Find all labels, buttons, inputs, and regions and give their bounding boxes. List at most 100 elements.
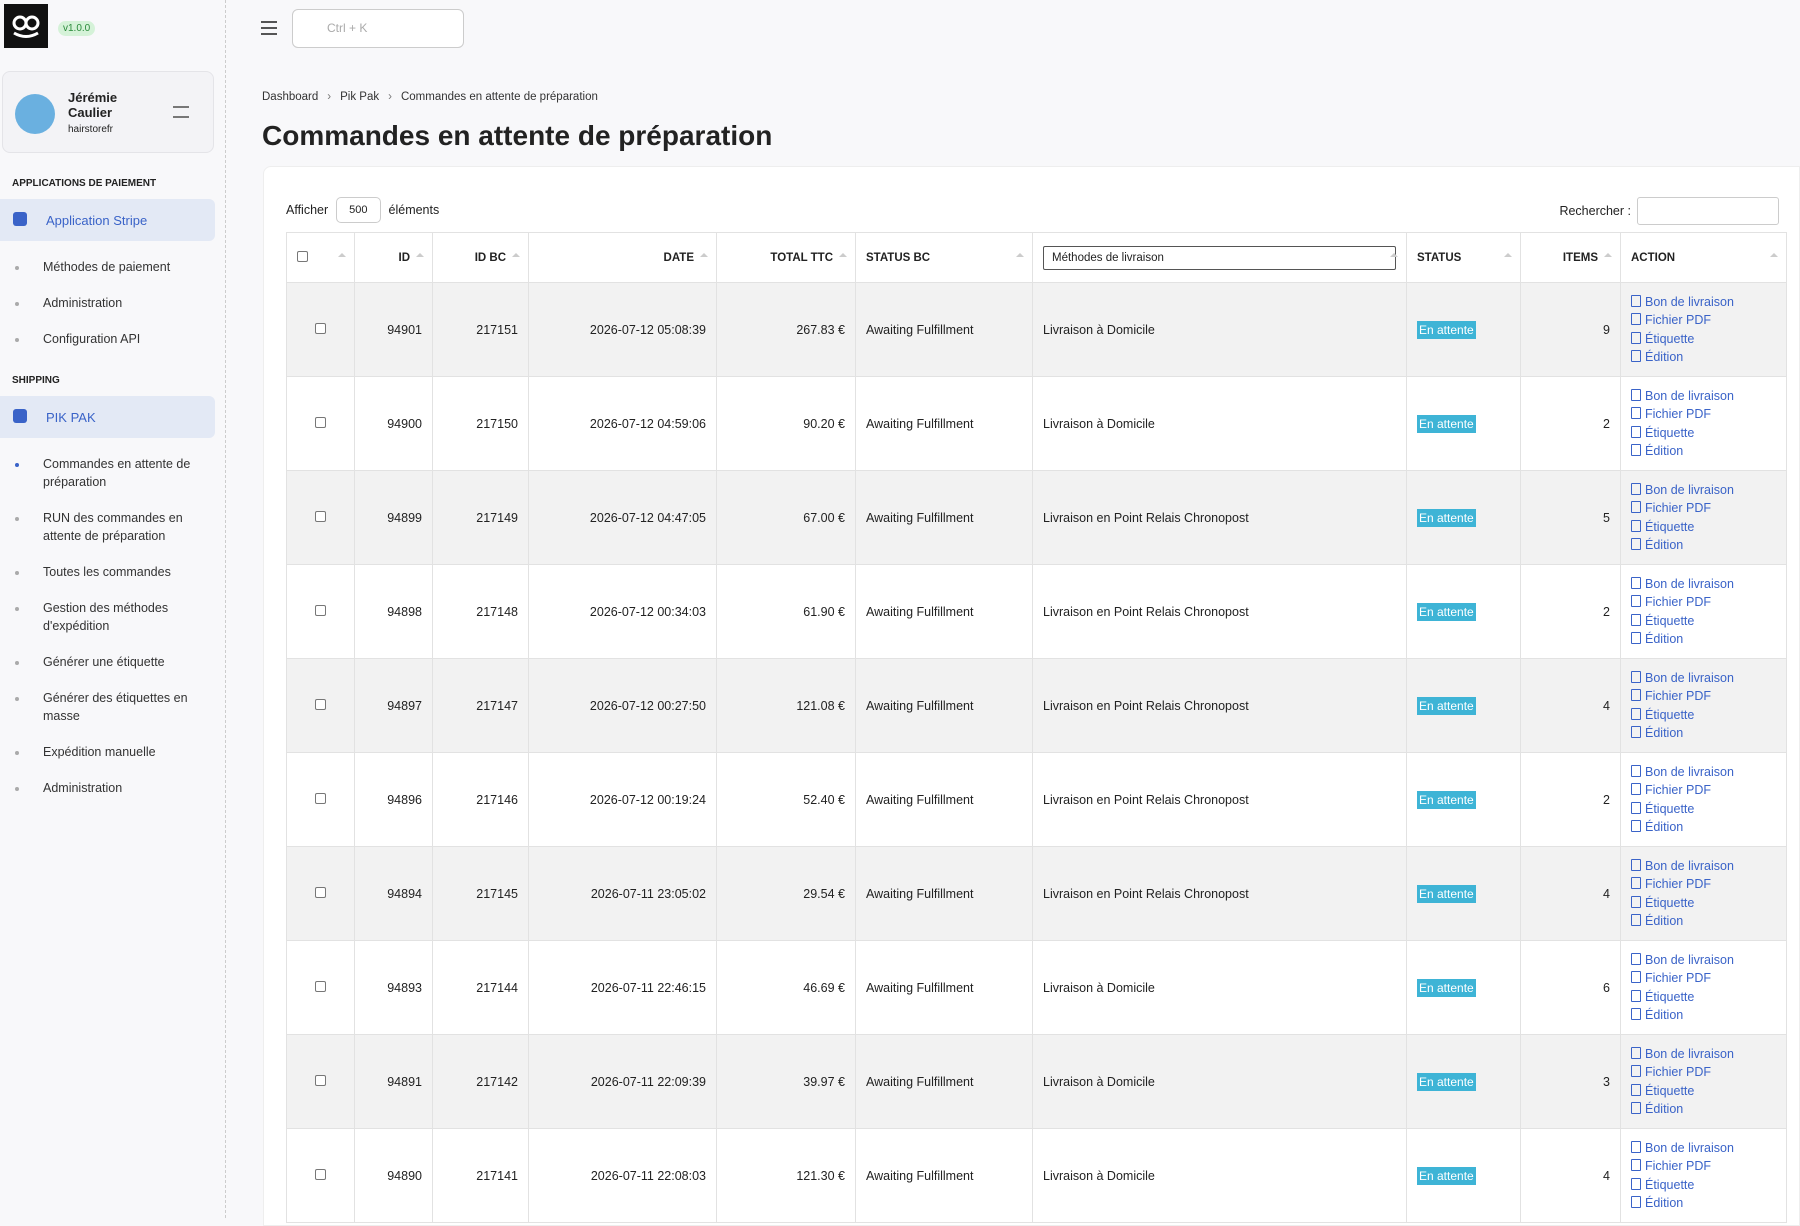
- logo[interactable]: [4, 4, 48, 48]
- cell: 39.97 €: [716, 1034, 856, 1129]
- action-link[interactable]: Édition: [1631, 818, 1776, 837]
- cell: 217145: [432, 846, 529, 941]
- nav-item[interactable]: Expédition manuelle: [0, 734, 225, 770]
- action-link[interactable]: Édition: [1631, 724, 1776, 743]
- cell: 46.69 €: [716, 940, 856, 1035]
- action-link[interactable]: Édition: [1631, 536, 1776, 555]
- nav-item[interactable]: Méthodes de paiement: [0, 249, 225, 285]
- action-link[interactable]: Bon de livraison: [1631, 857, 1776, 876]
- action-link[interactable]: Fichier PDF: [1631, 687, 1776, 706]
- checkbox[interactable]: [315, 322, 326, 334]
- action-link[interactable]: Bon de livraison: [1631, 1139, 1776, 1158]
- action-link[interactable]: Édition: [1631, 348, 1776, 367]
- action-link[interactable]: Fichier PDF: [1631, 593, 1776, 612]
- action-link[interactable]: Édition: [1631, 442, 1776, 461]
- action-link[interactable]: Étiquette: [1631, 1176, 1776, 1195]
- checkbox[interactable]: [315, 416, 326, 428]
- action-link[interactable]: Étiquette: [1631, 518, 1776, 537]
- page-size-select[interactable]: 500: [336, 197, 381, 223]
- action-link[interactable]: Bon de livraison: [1631, 1045, 1776, 1064]
- cell-text: 121.08 €: [796, 698, 845, 713]
- action-link[interactable]: Étiquette: [1631, 424, 1776, 443]
- status-badge: En attente: [1417, 696, 1476, 715]
- action-link[interactable]: Édition: [1631, 1100, 1776, 1119]
- column-label: DATE: [663, 251, 694, 264]
- cell-text: 2: [1603, 792, 1610, 807]
- checkbox[interactable]: [315, 1074, 326, 1086]
- action-link[interactable]: Fichier PDF: [1631, 311, 1776, 330]
- cell: En attente: [1406, 282, 1521, 377]
- action-link[interactable]: Fichier PDF: [1631, 969, 1776, 988]
- action-link[interactable]: Bon de livraison: [1631, 763, 1776, 782]
- breadcrumb-item[interactable]: Dashboard: [262, 91, 319, 103]
- header-cell[interactable]: STATUS: [1406, 232, 1521, 283]
- nav-item[interactable]: Générer une étiquette: [0, 644, 225, 680]
- action-link[interactable]: Édition: [1631, 1006, 1776, 1025]
- cell-text: 2026-07-12 00:27:50: [589, 698, 706, 713]
- header-cell[interactable]: ACTION: [1620, 232, 1787, 283]
- header-cell[interactable]: ID: [354, 232, 433, 283]
- action-link[interactable]: Étiquette: [1631, 988, 1776, 1007]
- nav-item[interactable]: Configuration API: [0, 321, 225, 357]
- label: Afficher: [286, 203, 329, 217]
- checkbox[interactable]: [315, 1168, 326, 1180]
- header-cell[interactable]: STATUS BC: [855, 232, 1033, 283]
- app-menu[interactable]: Application Stripe: [0, 199, 215, 241]
- header-cell[interactable]: ITEMS: [1520, 232, 1621, 283]
- action-link[interactable]: Fichier PDF: [1631, 405, 1776, 424]
- nav-item[interactable]: Administration: [0, 770, 225, 806]
- checkbox[interactable]: [315, 604, 326, 616]
- nav-item[interactable]: Générer des étiquettes en masse: [0, 680, 225, 734]
- cell: 217147: [432, 658, 529, 753]
- action-link[interactable]: Fichier PDF: [1631, 499, 1776, 518]
- action-link[interactable]: Bon de livraison: [1631, 575, 1776, 594]
- header-cell[interactable]: DATE: [528, 232, 717, 283]
- user-card[interactable]: Jérémie Caulier hairstorefr: [2, 71, 214, 153]
- checkbox[interactable]: [315, 980, 326, 992]
- action-link[interactable]: Étiquette: [1631, 330, 1776, 349]
- checkbox[interactable]: [315, 698, 326, 710]
- cell: Bon de livraison Fichier PDF Étiquette Édit…: [1620, 1128, 1787, 1223]
- action-link[interactable]: Bon de livraison: [1631, 481, 1776, 500]
- header-cell[interactable]: TOTAL TTC: [716, 232, 856, 283]
- filter-icon[interactable]: [173, 106, 189, 118]
- action-link[interactable]: Édition: [1631, 630, 1776, 649]
- action-link[interactable]: Édition: [1631, 1194, 1776, 1213]
- action-link[interactable]: Fichier PDF: [1631, 875, 1776, 894]
- action-link[interactable]: Bon de livraison: [1631, 951, 1776, 970]
- action-link[interactable]: Bon de livraison: [1631, 669, 1776, 688]
- breadcrumb-item[interactable]: Pik Pak: [340, 91, 380, 103]
- action-link[interactable]: Bon de livraison: [1631, 387, 1776, 406]
- action-link[interactable]: Étiquette: [1631, 612, 1776, 631]
- action-link[interactable]: Bon de livraison: [1631, 293, 1776, 312]
- column-label: STATUS BC: [866, 251, 931, 264]
- cell: 217148: [432, 564, 529, 659]
- shipping-filter[interactable]: Méthodes de livraison: [1043, 245, 1396, 270]
- action-link[interactable]: Étiquette: [1631, 1082, 1776, 1101]
- checkbox[interactable]: [315, 886, 326, 898]
- app-menu[interactable]: PIK PAK: [0, 396, 215, 438]
- checkbox[interactable]: [297, 250, 308, 262]
- nav-item[interactable]: RUN des commandes en attente de préparat…: [0, 500, 225, 554]
- header-cell[interactable]: Méthodes de livraison: [1032, 232, 1407, 283]
- search-input[interactable]: [1637, 197, 1779, 225]
- action-link[interactable]: Fichier PDF: [1631, 1157, 1776, 1176]
- checkbox[interactable]: [315, 510, 326, 522]
- action-link[interactable]: Fichier PDF: [1631, 781, 1776, 800]
- action-link[interactable]: Étiquette: [1631, 706, 1776, 725]
- search-box[interactable]: Ctrl + K: [292, 9, 464, 48]
- cell-text: 2026-07-12 00:19:24: [589, 792, 706, 807]
- nav-item[interactable]: Gestion des méthodes d'expédition: [0, 590, 225, 644]
- action-link[interactable]: Étiquette: [1631, 800, 1776, 819]
- nav-item[interactable]: Commandes en attente de préparation: [0, 446, 225, 500]
- menu-button[interactable]: [261, 21, 277, 35]
- action-link[interactable]: Étiquette: [1631, 894, 1776, 913]
- action-link[interactable]: Fichier PDF: [1631, 1063, 1776, 1082]
- cell: Livraison à Domicile: [1032, 282, 1407, 377]
- cell-text: Awaiting Fulfillment: [866, 1074, 974, 1089]
- header-cell[interactable]: ID BC: [432, 232, 529, 283]
- nav-item[interactable]: Administration: [0, 285, 225, 321]
- checkbox[interactable]: [315, 792, 326, 804]
- action-link[interactable]: Édition: [1631, 912, 1776, 931]
- nav-item[interactable]: Toutes les commandes: [0, 554, 225, 590]
